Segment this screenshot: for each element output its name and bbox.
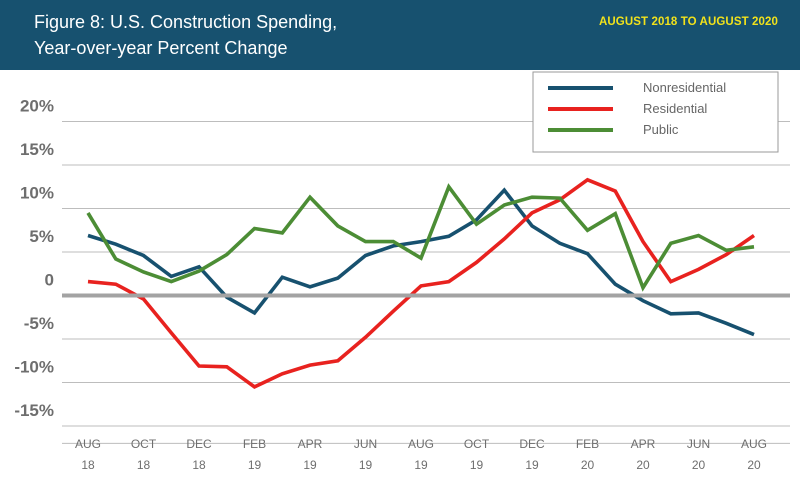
x-tick-label: 20 [747,458,761,472]
series-line-nonresidential [87,187,755,337]
legend-label-nonresidential: Nonresidential [643,80,726,95]
x-tick-label: 19 [303,458,317,472]
y-tick-label: 0 [45,271,54,290]
x-tick-label: 19 [470,458,484,472]
x-tick-label: 19 [525,458,539,472]
y-tick-label: 10% [20,184,54,203]
x-tick-label: 19 [414,458,428,472]
x-tick-label: JUN [354,437,377,451]
title-banner: Figure 8: U.S. Construction Spending, Ye… [0,0,800,70]
x-tick-label: 18 [81,458,95,472]
gridlines [62,121,790,444]
legend-label-residential: Residential [643,101,707,116]
x-tick-label: 20 [636,458,650,472]
chart-title: Figure 8: U.S. Construction Spending, Ye… [34,9,337,61]
series-line-residential [87,177,756,389]
x-tick-label: 18 [192,458,206,472]
x-tick-label: OCT [131,437,157,451]
x-tick-label: 19 [248,458,262,472]
x-tick-label: AUG [741,437,767,451]
x-tick-label: FEB [243,437,266,451]
y-tick-label: 15% [20,140,54,159]
x-tick-label: 19 [359,458,373,472]
x-tick-label: 18 [137,458,151,472]
y-tick-label: 5% [29,227,54,246]
series-lines [86,177,756,389]
date-range-label: AUGUST 2018 TO AUGUST 2020 [599,16,778,28]
x-tick-label: AUG [408,437,434,451]
legend-box [532,71,779,153]
x-tick-label: 20 [581,458,595,472]
x-tick-label: JUN [687,437,710,451]
x-tick-label: OCT [464,437,490,451]
legend: Nonresidential Residential Public [532,71,779,153]
y-tick-label: -5% [24,314,54,333]
x-tick-label: 20 [692,458,706,472]
series-line-public [86,183,755,292]
y-axis: 20% 15% 10% 5% 0 -5% -10% -15% [14,97,54,421]
x-tick-label: APR [631,437,656,451]
y-tick-label: -15% [14,401,54,420]
chart-title-line-1: Figure 8: U.S. Construction Spending, [34,12,338,32]
x-tick-label: FEB [576,437,599,451]
legend-label-public: Public [643,122,679,137]
x-tick-label: APR [298,437,323,451]
x-tick-label: DEC [186,437,212,451]
x-tick-label: AUG [75,437,101,451]
y-tick-label: -10% [14,358,54,377]
y-tick-label: 20% [20,97,54,116]
chart-title-line-2: Year-over-year Percent Change [34,38,288,58]
x-axis: AUG 18 OCT 18 DEC 18 FEB 19 APR 19 JUN 19 AUG 19 OCT 19… [75,437,767,472]
x-tick-label: DEC [519,437,545,451]
